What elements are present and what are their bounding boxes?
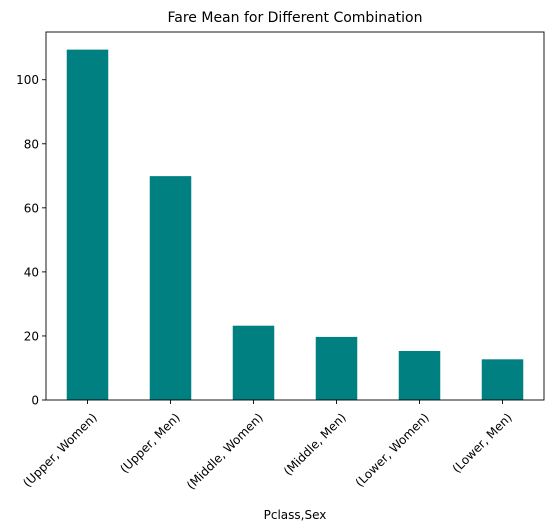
- chart-title: Fare Mean for Different Combination: [168, 10, 423, 26]
- bar: [66, 49, 109, 401]
- x-tick-label: (Middle, Women): [184, 410, 266, 492]
- bars-group: [66, 49, 524, 401]
- y-tick-label: 60: [24, 201, 39, 215]
- y-axis-ticks: 0 20 40 60 80 100: [16, 73, 46, 408]
- x-tick-label: (Lower, Men): [450, 410, 515, 475]
- x-axis-ticks: (Upper, Women) (Upper, Men) (Middle, Women…: [20, 400, 515, 492]
- x-tick-label: (Middle, Men): [281, 410, 349, 478]
- y-tick-label: 100: [16, 73, 39, 87]
- x-axis-label: Pclass,Sex: [264, 508, 327, 522]
- bar: [481, 359, 524, 400]
- bar: [149, 176, 192, 400]
- y-tick-label: 40: [24, 265, 39, 279]
- x-tick-label: (Upper, Men): [117, 410, 183, 476]
- bar: [315, 336, 358, 400]
- bar: [398, 351, 441, 400]
- y-tick-label: 20: [24, 329, 39, 343]
- bar: [232, 325, 275, 400]
- x-tick-label: (Lower, Women): [353, 410, 432, 489]
- y-tick-label: 80: [24, 137, 39, 151]
- x-tick-label: (Upper, Women): [20, 410, 100, 490]
- y-tick-label: 0: [31, 394, 39, 408]
- plot-frame: [45, 31, 545, 401]
